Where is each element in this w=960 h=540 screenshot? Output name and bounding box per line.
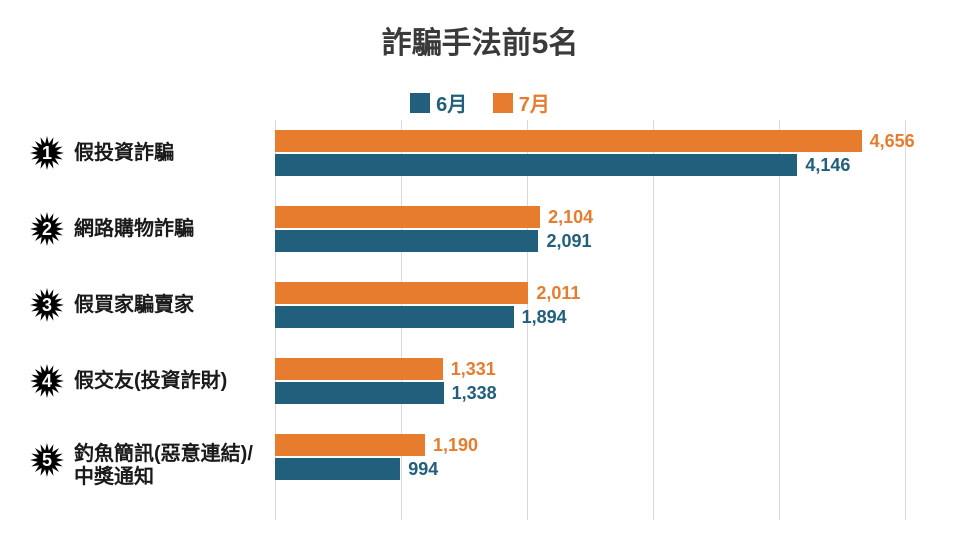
bar-7月: 2,104	[275, 206, 540, 228]
chart-title-text: 詐騙手法前5名	[382, 27, 579, 60]
legend-swatch-jul	[493, 93, 513, 113]
bar-value-label: 2,091	[546, 230, 591, 252]
rank-number: 2	[42, 219, 52, 240]
rank-number: 3	[42, 295, 52, 316]
category-label: 3 假買家騙賣家	[30, 288, 194, 322]
category-label: 2 網路購物詐騙	[30, 212, 194, 246]
legend-item-jun: 6月	[410, 88, 467, 117]
rank-number: 4	[42, 371, 52, 392]
rank-badge: 4	[30, 364, 64, 398]
rank-badge: 3	[30, 288, 64, 322]
bar-value-label: 4,146	[805, 154, 850, 176]
bar-6月: 4,146	[275, 154, 797, 176]
category-text: 假投資詐騙	[74, 142, 174, 165]
legend-item-jul: 7月	[493, 88, 550, 117]
bar-value-label: 1,190	[433, 434, 478, 456]
legend: 6月 7月	[0, 88, 960, 119]
bar-group: 4,6564,146	[275, 130, 905, 176]
category-label: 4 假交友(投資詐財)	[30, 364, 227, 398]
bar-7月: 1,331	[275, 358, 443, 380]
bar-group: 1,3311,338	[275, 358, 905, 404]
bar-value-label: 2,011	[536, 282, 580, 304]
bar-value-label: 1,331	[451, 358, 496, 380]
category-label: 1 假投資詐騙	[30, 136, 174, 170]
category-text: 假交友(投資詐財)	[74, 370, 227, 393]
bar-group: 2,0111,894	[275, 282, 905, 328]
bar-7月: 4,656	[275, 130, 862, 152]
bar-group: 2,1042,091	[275, 206, 905, 252]
category-text: 釣魚簡訊(惡意連結)/ 中獎通知	[74, 443, 253, 489]
legend-label-jun: 6月	[436, 88, 467, 117]
bar-value-label: 1,338	[452, 382, 497, 404]
bar-7月: 2,011	[275, 282, 528, 304]
bar-6月: 1,338	[275, 382, 444, 404]
bar-value-label: 994	[408, 458, 438, 480]
rank-number: 5	[42, 450, 52, 471]
legend-label-jul: 7月	[519, 88, 550, 117]
legend-swatch-jun	[410, 93, 430, 113]
rank-badge: 1	[30, 136, 64, 170]
gridline	[905, 120, 906, 520]
bar-value-label: 1,894	[522, 306, 567, 328]
rank-badge: 2	[30, 212, 64, 246]
chart-container: 詐騙手法前5名 6月 7月 4,6564,1462,1042,0912,0111…	[0, 0, 960, 540]
bar-7月: 1,190	[275, 434, 425, 456]
bar-value-label: 2,104	[548, 206, 593, 228]
category-label: 5釣魚簡訊(惡意連結)/ 中獎通知	[30, 443, 253, 477]
bar-value-label: 4,656	[870, 130, 915, 152]
rank-badge: 5	[30, 443, 64, 477]
category-text: 網路購物詐騙	[74, 218, 194, 241]
chart-title: 詐騙手法前5名	[0, 18, 960, 62]
rank-number: 1	[42, 143, 52, 164]
bar-6月: 994	[275, 458, 400, 480]
bar-group: 1,190994	[275, 434, 905, 480]
bar-6月: 1,894	[275, 306, 514, 328]
category-text: 假買家騙賣家	[74, 294, 194, 317]
bar-6月: 2,091	[275, 230, 538, 252]
chart-area: 4,6564,1462,1042,0912,0111,8941,3311,338…	[275, 120, 905, 520]
